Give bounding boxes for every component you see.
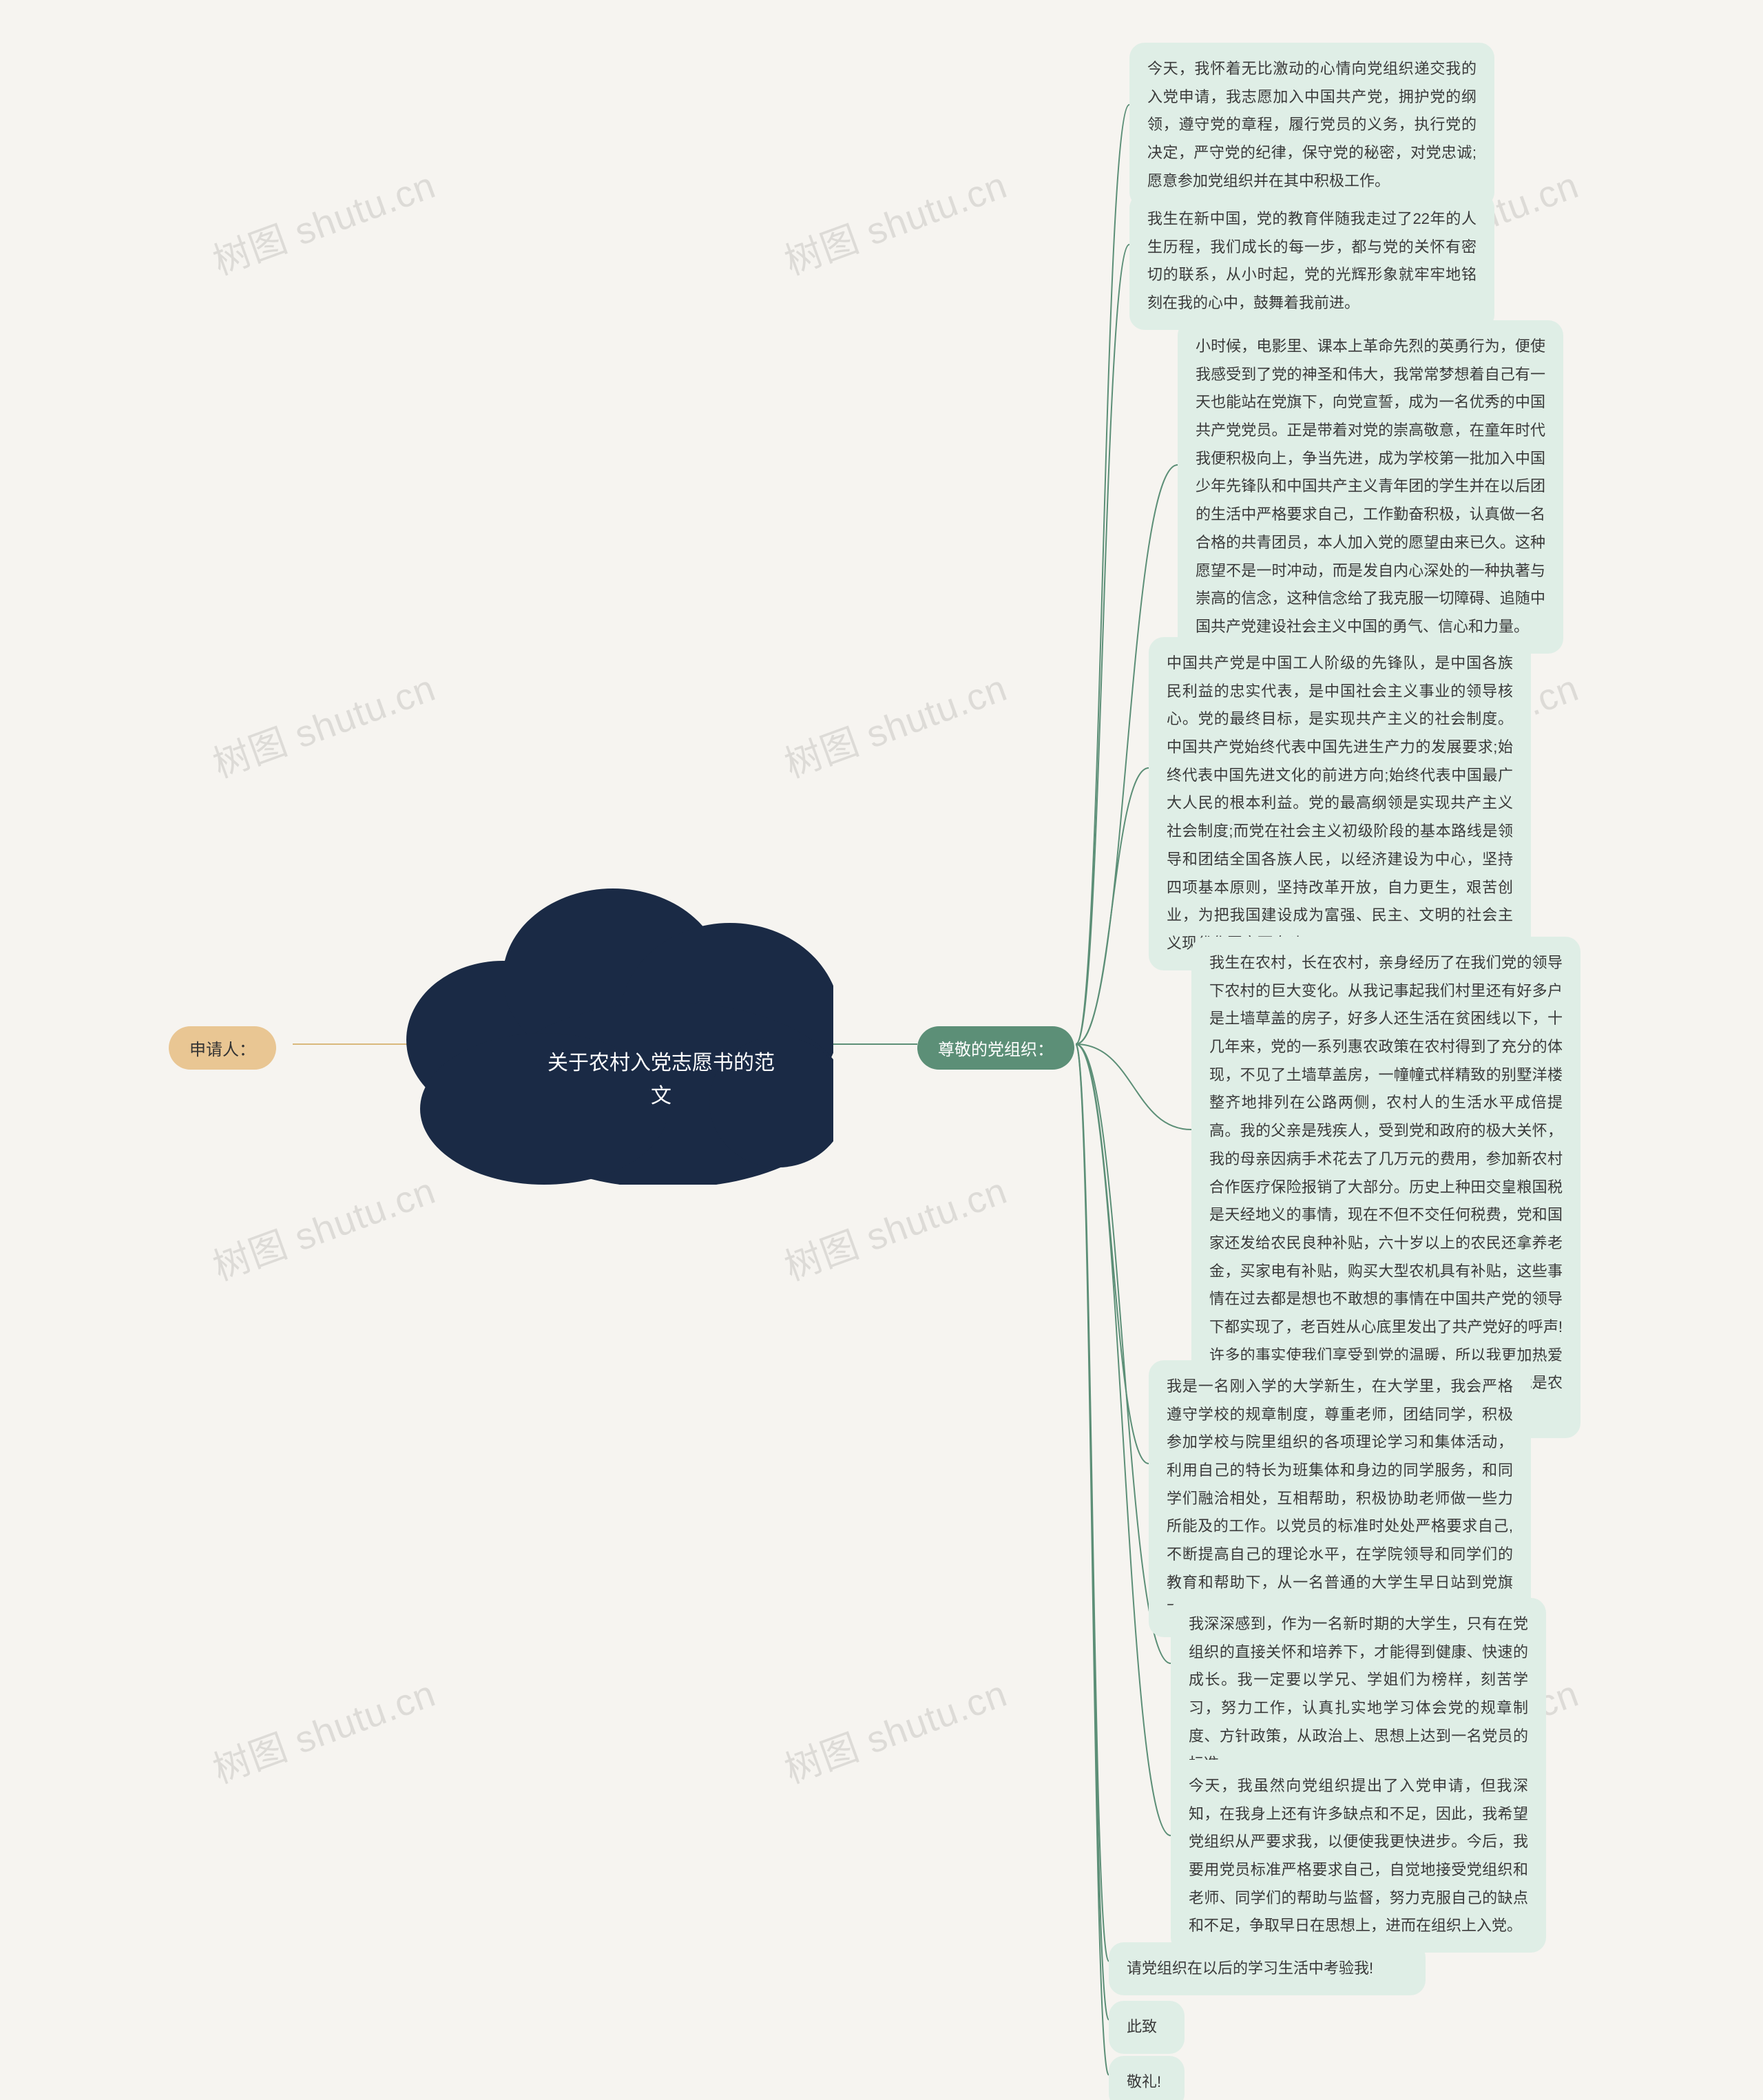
leaf-node-p11[interactable]: 敬礼!: [1109, 2056, 1185, 2100]
leaf-node-p8[interactable]: 今天，我虽然向党组织提出了入党申请，但我深知，在我身上还有许多缺点和不足，因此，…: [1171, 1760, 1546, 1953]
watermark-text: 树图 shutu.cn: [776, 155, 1014, 286]
leaf-node-p3[interactable]: 小时候，电影里、课本上革命先烈的英勇行为，便使我感受到了党的神圣和伟大，我常常梦…: [1178, 320, 1563, 654]
leaf-node-p2[interactable]: 我生在新中国，党的教育伴随我走过了22年的人生历程，我们成长的每一步，都与党的关…: [1129, 193, 1494, 330]
mindmap-canvas: 树图 shutu.cn 树图 shutu.cn 树图 shutu.cn 树图 shut…: [0, 0, 1763, 2100]
watermark-text: 树图 shutu.cn: [205, 658, 442, 789]
leaf-node-p6[interactable]: 我是一名刚入学的大学新生，在大学里，我会严格遵守学校的规章制度，尊重老师，团结同…: [1149, 1360, 1531, 1637]
watermark-text: 树图 shutu.cn: [776, 658, 1014, 789]
watermark-text: 树图 shutu.cn: [205, 1663, 442, 1794]
root-node[interactable]: [406, 888, 833, 1185]
root-node-label: 关于农村入党志愿书的范文: [544, 1047, 778, 1113]
organization-node[interactable]: 尊敬的党组织：: [917, 1026, 1074, 1070]
watermark-text: 树图 shutu.cn: [776, 1663, 1014, 1794]
watermark-text: 树图 shutu.cn: [205, 155, 442, 286]
leaf-node-p4[interactable]: 中国共产党是中国工人阶级的先锋队，是中国各族民利益的忠实代表，是中国社会主义事业…: [1149, 637, 1531, 970]
applicant-node[interactable]: 申请人：: [169, 1026, 276, 1070]
leaf-node-p9[interactable]: 请党组织在以后的学习生活中考验我!: [1109, 1942, 1426, 1995]
leaf-node-p10[interactable]: 此致: [1109, 2001, 1185, 2054]
leaf-node-p1[interactable]: 今天，我怀着无比激动的心情向党组织递交我的入党申请，我志愿加入中国共产党，拥护党…: [1129, 43, 1494, 207]
